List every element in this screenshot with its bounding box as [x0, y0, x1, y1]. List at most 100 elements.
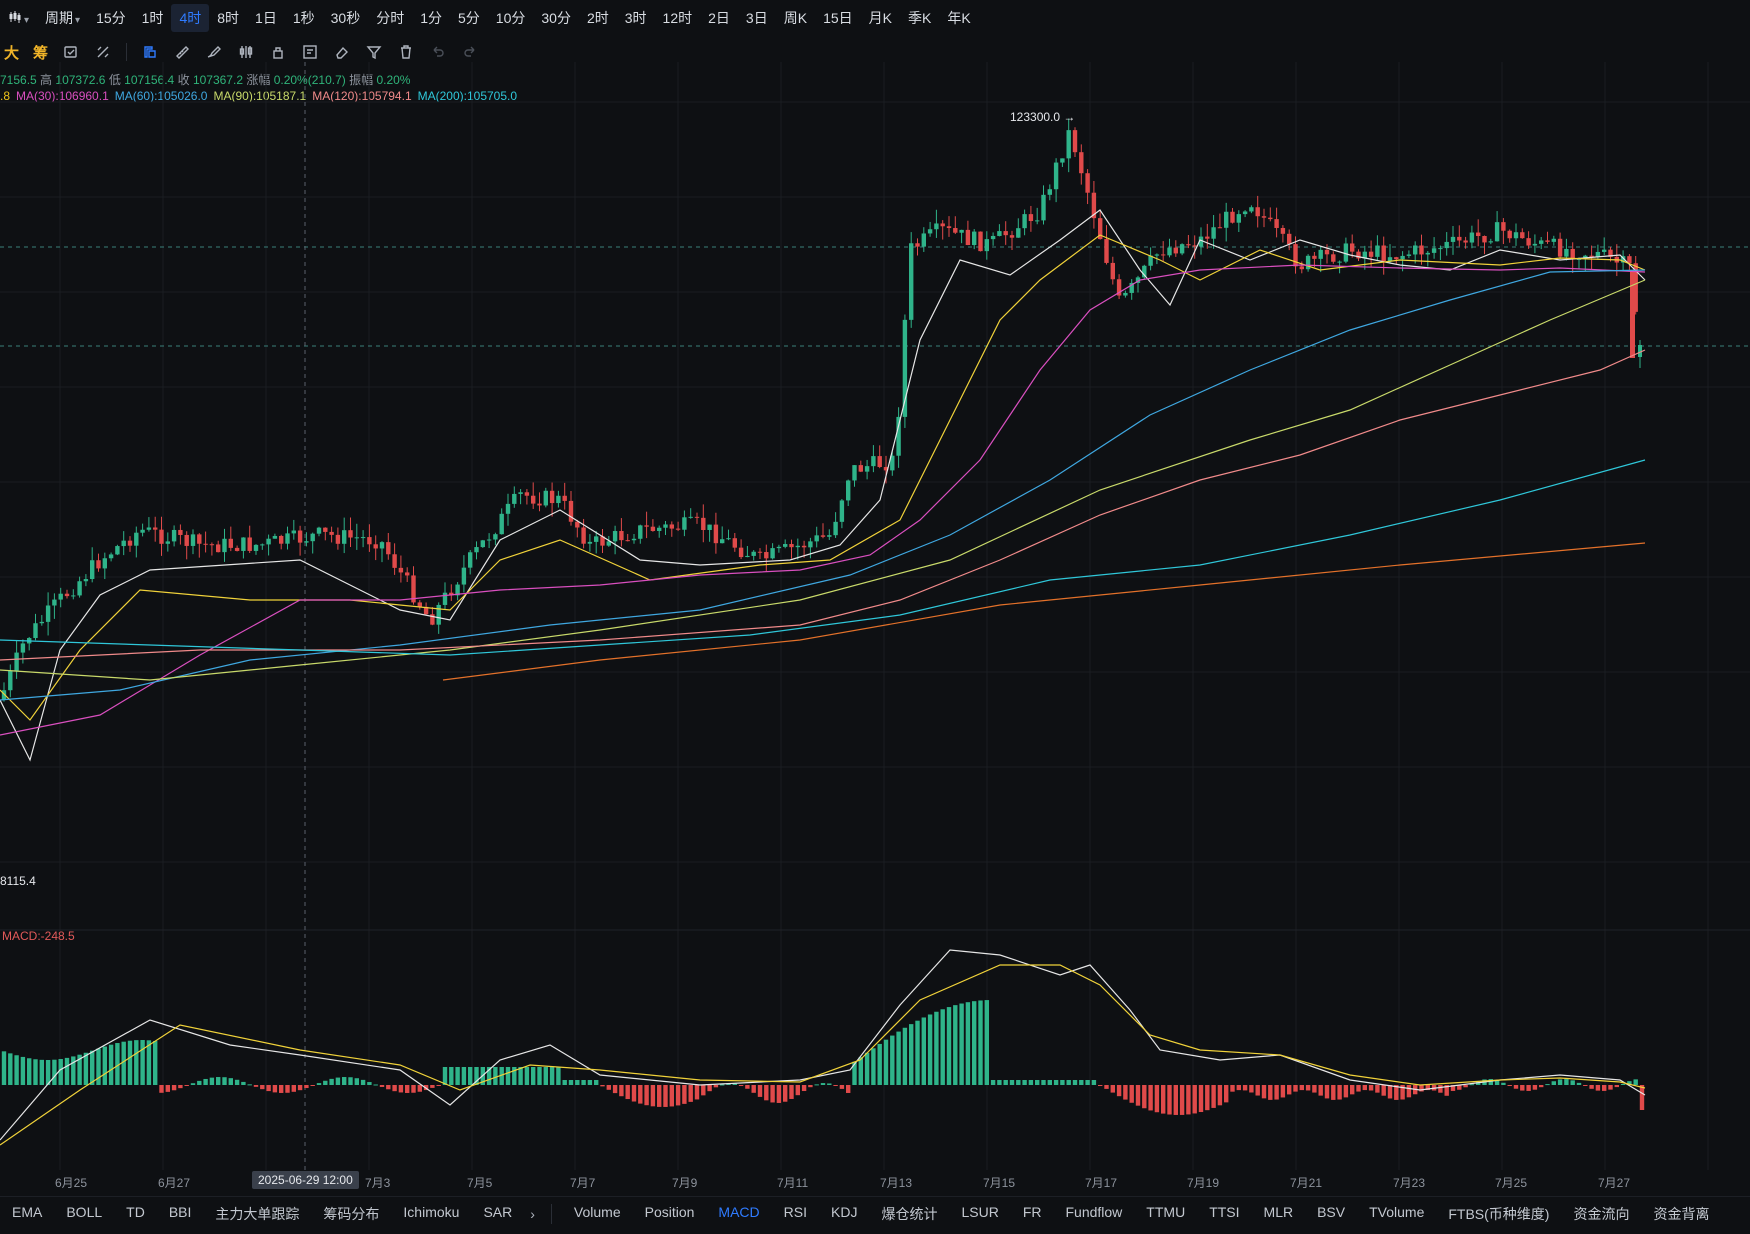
- indicator-tab[interactable]: LSUR: [961, 1204, 999, 1220]
- candle-body: [247, 537, 252, 551]
- chevron-right-icon[interactable]: ›: [530, 1206, 535, 1222]
- lock-icon[interactable]: [265, 40, 291, 64]
- macd-histogram-bar: [1287, 1085, 1292, 1095]
- indicator-tab[interactable]: FTBS(币种维度): [1448, 1206, 1550, 1222]
- indicator-tab[interactable]: BSV: [1317, 1204, 1346, 1220]
- macd-histogram-bar: [518, 1067, 523, 1085]
- candle-type-icon[interactable]: [233, 40, 259, 64]
- interval-item[interactable]: 1分: [420, 10, 442, 26]
- high-label: 高: [40, 73, 53, 87]
- indicator-tab[interactable]: SAR: [483, 1204, 513, 1220]
- indicator-tab[interactable]: KDJ: [831, 1204, 858, 1220]
- indicator-tab[interactable]: 资金背离: [1653, 1206, 1710, 1222]
- candle-body: [222, 538, 227, 553]
- interval-item[interactable]: 15分: [96, 10, 126, 26]
- indicator-tab[interactable]: FR: [1022, 1204, 1042, 1220]
- candle-body: [1161, 254, 1166, 256]
- interval-item[interactable]: 3时: [624, 10, 647, 26]
- candle-body: [757, 551, 763, 553]
- period-selector[interactable]: 周期 ▾: [45, 10, 81, 26]
- indicator-tab[interactable]: MACD: [718, 1204, 760, 1220]
- interval-item[interactable]: 4时: [171, 4, 210, 32]
- amplitude-label: 振幅: [349, 73, 374, 87]
- ma-legend-item: MA(200):105705.0: [417, 89, 518, 103]
- macd-histogram-bar: [669, 1085, 674, 1107]
- undo-icon[interactable]: [425, 40, 451, 64]
- chips-button[interactable]: 筹: [33, 44, 49, 62]
- indicator-tab[interactable]: Ichimoku: [403, 1204, 460, 1220]
- interval-item[interactable]: 12时: [662, 10, 693, 26]
- interval-item[interactable]: 1时: [141, 10, 164, 26]
- redo-icon[interactable]: [457, 40, 483, 64]
- filter-icon[interactable]: [361, 40, 387, 64]
- candle-body: [600, 536, 605, 546]
- interval-item[interactable]: 10分: [495, 10, 526, 26]
- candle-body: [1343, 243, 1349, 262]
- candle-body: [1261, 216, 1267, 218]
- macd-histogram-bar: [1161, 1085, 1166, 1114]
- interval-item[interactable]: 8时: [217, 10, 240, 26]
- macd-histogram-bar: [1072, 1080, 1078, 1085]
- interval-item[interactable]: 月K: [868, 10, 892, 26]
- interval-item[interactable]: 季K: [907, 10, 932, 26]
- macd-histogram-bar: [1249, 1085, 1254, 1093]
- indicator-tab[interactable]: TVolume: [1369, 1204, 1425, 1220]
- candle-body: [537, 503, 542, 506]
- ruler-icon[interactable]: [169, 40, 195, 64]
- interval-item[interactable]: 30分: [541, 10, 571, 26]
- indicator-tab[interactable]: 资金流向: [1573, 1206, 1630, 1222]
- candle-body: [398, 567, 404, 573]
- indicator-tab[interactable]: TTMU: [1146, 1204, 1186, 1220]
- macd-histogram-bar: [682, 1085, 687, 1104]
- cursor-icon[interactable]: [137, 40, 163, 64]
- interval-item[interactable]: 2时: [586, 10, 609, 26]
- interval-item[interactable]: 15日: [823, 10, 853, 26]
- candle-body: [1476, 232, 1481, 236]
- interval-item[interactable]: 分时: [376, 10, 405, 26]
- indicator-tab[interactable]: MLR: [1263, 1204, 1294, 1220]
- macd-histogram-bar: [953, 1005, 958, 1085]
- macd-histogram-bar: [543, 1067, 548, 1085]
- indicator-tab[interactable]: 筹码分布: [323, 1206, 380, 1222]
- macd-histogram-bar: [316, 1083, 322, 1085]
- interval-item[interactable]: 1日: [255, 10, 277, 26]
- indicator-bar: EMA BOLL TD BBI 主力大单跟踪 筹码分布 Ichimoku SAR › Volu…: [0, 1196, 1750, 1231]
- interval-item[interactable]: 3日: [745, 10, 768, 26]
- candle-body: [14, 652, 19, 671]
- candle-body: [764, 552, 769, 559]
- interval-item[interactable]: 30秒: [330, 10, 361, 26]
- indicator-tab[interactable]: BBI: [168, 1204, 192, 1220]
- interval-item[interactable]: 年K: [947, 10, 971, 26]
- indicator-tab[interactable]: RSI: [783, 1204, 807, 1220]
- template-icon[interactable]: [297, 40, 323, 64]
- chart-type-button[interactable]: ▾: [0, 4, 37, 32]
- compare-icon[interactable]: [58, 40, 84, 64]
- indicator-tab[interactable]: BOLL: [66, 1204, 103, 1220]
- big-order-button[interactable]: 大: [4, 44, 20, 62]
- erase-icon[interactable]: [329, 40, 355, 64]
- interval-item[interactable]: 周K: [783, 10, 808, 26]
- indicator-tab[interactable]: Volume: [573, 1204, 621, 1220]
- brush-icon[interactable]: [201, 40, 227, 64]
- indicator-tab[interactable]: 主力大单跟踪: [215, 1206, 300, 1222]
- candle-body: [858, 465, 863, 472]
- candle-body: [33, 623, 38, 639]
- candle-body: [77, 581, 82, 596]
- macd-histogram-bar: [1047, 1080, 1052, 1085]
- candle-body: [1356, 251, 1361, 259]
- price-chart[interactable]: [0, 62, 1750, 1170]
- indicator-tab[interactable]: Position: [644, 1204, 695, 1220]
- indicator-tab[interactable]: TTSI: [1209, 1204, 1240, 1220]
- indicator-tab[interactable]: TD: [126, 1204, 145, 1220]
- interval-item[interactable]: 5分: [458, 10, 480, 26]
- candle-body: [1022, 214, 1027, 229]
- indicator-tab[interactable]: Fundflow: [1065, 1204, 1123, 1220]
- candle-body: [1457, 236, 1462, 241]
- interval-item[interactable]: 1秒: [292, 10, 315, 26]
- trash-icon[interactable]: [393, 40, 419, 64]
- indicator-tab[interactable]: EMA: [12, 1204, 43, 1220]
- indicator-settings-icon[interactable]: [90, 40, 116, 64]
- macd-histogram-bar: [304, 1085, 309, 1089]
- indicator-tab[interactable]: 爆仓统计: [881, 1206, 938, 1222]
- interval-item[interactable]: 2日: [708, 10, 730, 26]
